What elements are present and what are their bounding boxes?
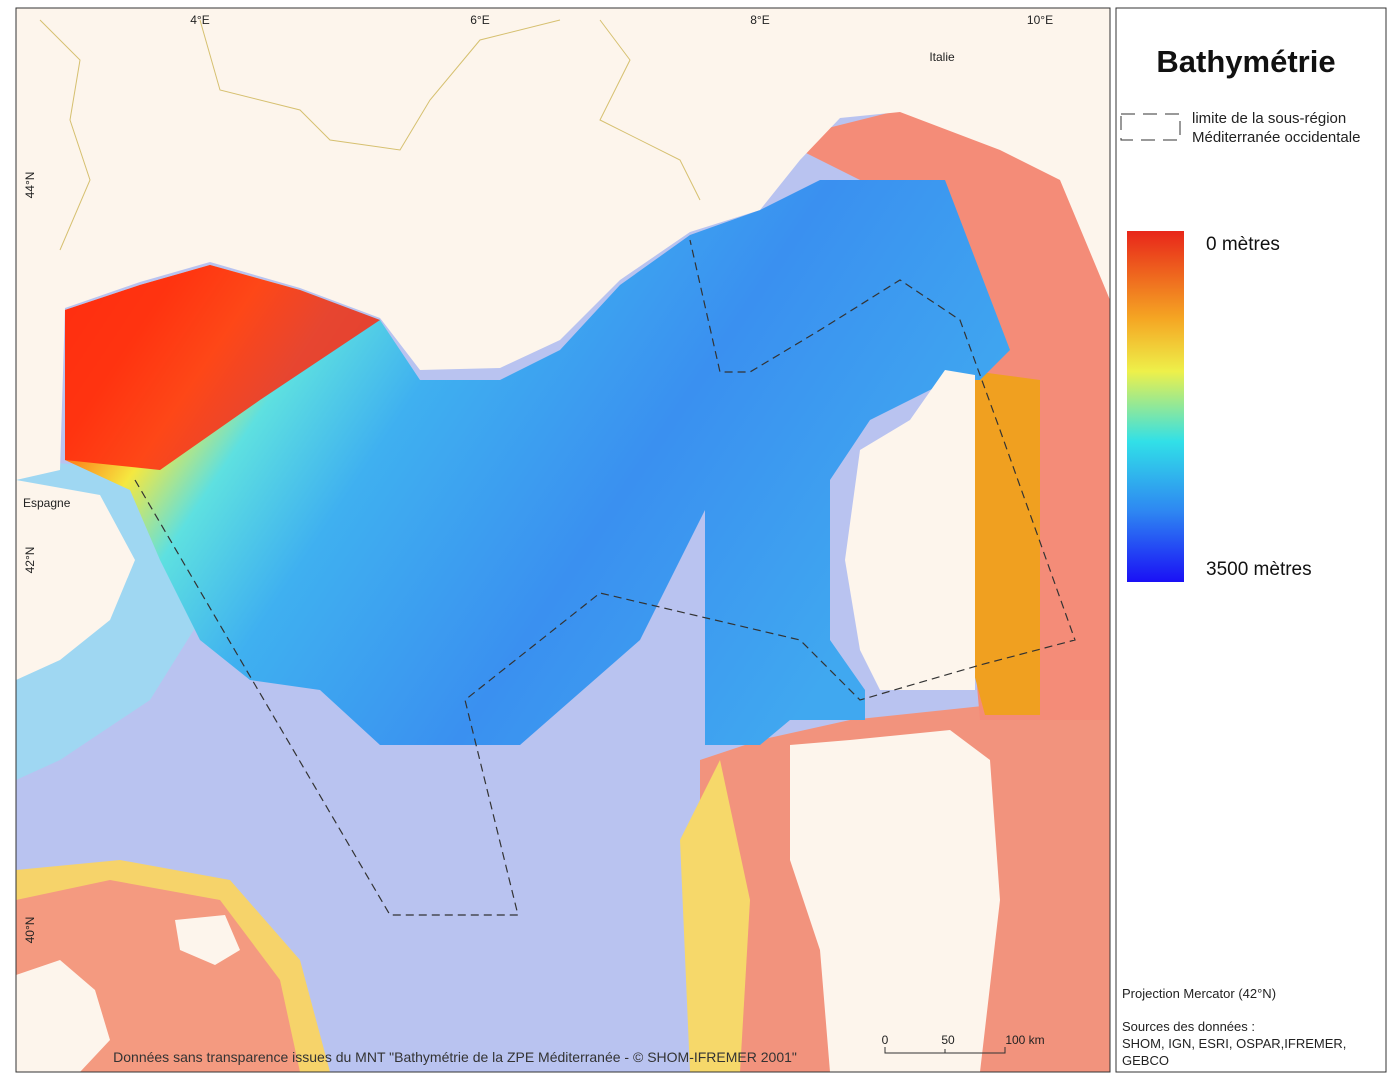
subregion-boundary: [134, 239, 1076, 916]
land-spain: [16, 480, 135, 680]
place-label: Espagne: [23, 496, 71, 510]
credit: Données sans transparence issues du MNT …: [113, 1049, 797, 1065]
sources: GEBCO: [1122, 1053, 1169, 1068]
scale-label: 0: [882, 1033, 889, 1047]
land-france-italy: [16, 8, 1110, 480]
admin-boundaries: [39, 19, 701, 251]
longitude-label: 6°E: [470, 13, 489, 27]
color-scale: [1127, 231, 1184, 582]
place-label: Italie: [929, 50, 955, 64]
scale-bar-line: [884, 1047, 1006, 1054]
scale-bottom-label: 3500 mètres: [1206, 559, 1312, 580]
sources: SHOM, IGN, ESRI, OSPAR,IFREMER,: [1122, 1036, 1346, 1051]
gulf-of-lion-shelf: [65, 265, 380, 470]
land-menorca: [175, 915, 240, 965]
latitude-label: 40°N: [23, 917, 37, 944]
longitude-label: 8°E: [750, 13, 769, 27]
scale-label: 50: [941, 1033, 955, 1047]
legend-title: Bathymétrie: [1156, 44, 1335, 79]
boundary-label: limite de la sous-région: [1192, 110, 1346, 127]
map: [16, 8, 1110, 1072]
scale-top-label: 0 mètres: [1206, 234, 1280, 255]
land-corsica: [845, 370, 975, 690]
projection: Projection Mercator (42°N): [1122, 986, 1276, 1001]
scale-bar: 0 50 100 km: [882, 1033, 1045, 1054]
corsica-east-slope: [965, 370, 1040, 715]
longitude-label: 4°E: [190, 13, 209, 27]
latitude-label: 42°N: [23, 547, 37, 574]
sardinia-slope: [680, 760, 750, 1072]
longitude-label: 10°E: [1027, 13, 1053, 27]
latitude-label: 44°N: [23, 172, 37, 199]
land-mallorca: [16, 960, 110, 1072]
scale-label: 100 km: [1005, 1033, 1044, 1047]
land-sardinia: [790, 730, 1000, 1072]
boundary-label: Méditerranée occidentale: [1192, 129, 1360, 146]
sources-label: Sources des données :: [1122, 1019, 1255, 1034]
map-frame: [15, 7, 1111, 1073]
